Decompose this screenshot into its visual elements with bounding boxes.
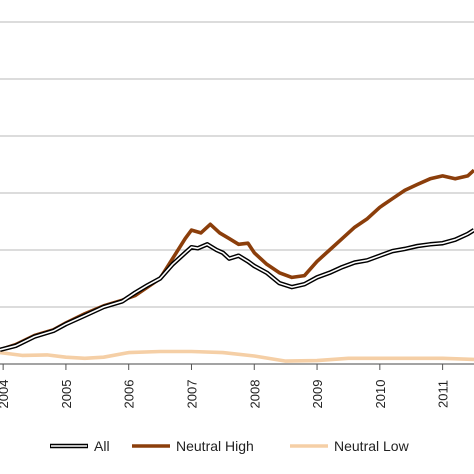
series-line-outer <box>0 228 474 352</box>
legend-item: Neutral Low <box>290 438 410 454</box>
x-axis: 2004 2005 2006 2007 2008 2009 2010 2011 <box>0 363 474 409</box>
legend-item: Neutral High <box>132 438 254 454</box>
x-tick-label: 2006 <box>122 380 137 409</box>
series-neutral-low <box>0 349 474 363</box>
x-tick-label: 2008 <box>247 380 262 409</box>
x-tick-label: 2004 <box>0 380 11 409</box>
series-all <box>0 228 474 352</box>
x-tick-label: 2007 <box>184 380 199 409</box>
legend-label: Neutral High <box>176 438 254 454</box>
x-tick-label: 2011 <box>436 380 451 408</box>
x-tick-label: 2005 <box>59 380 74 409</box>
series-line <box>0 349 474 363</box>
x-tick-label: 2010 <box>373 380 388 409</box>
x-tick-label: 2009 <box>310 380 325 409</box>
series-line-inner <box>0 229 474 351</box>
legend-label: Neutral Low <box>334 438 410 454</box>
legend: All Neutral High Neutral Low <box>50 438 410 454</box>
gridlines <box>0 21 474 365</box>
plot-area <box>0 168 474 363</box>
legend-label: All <box>94 438 110 454</box>
legend-item: All <box>50 438 110 454</box>
